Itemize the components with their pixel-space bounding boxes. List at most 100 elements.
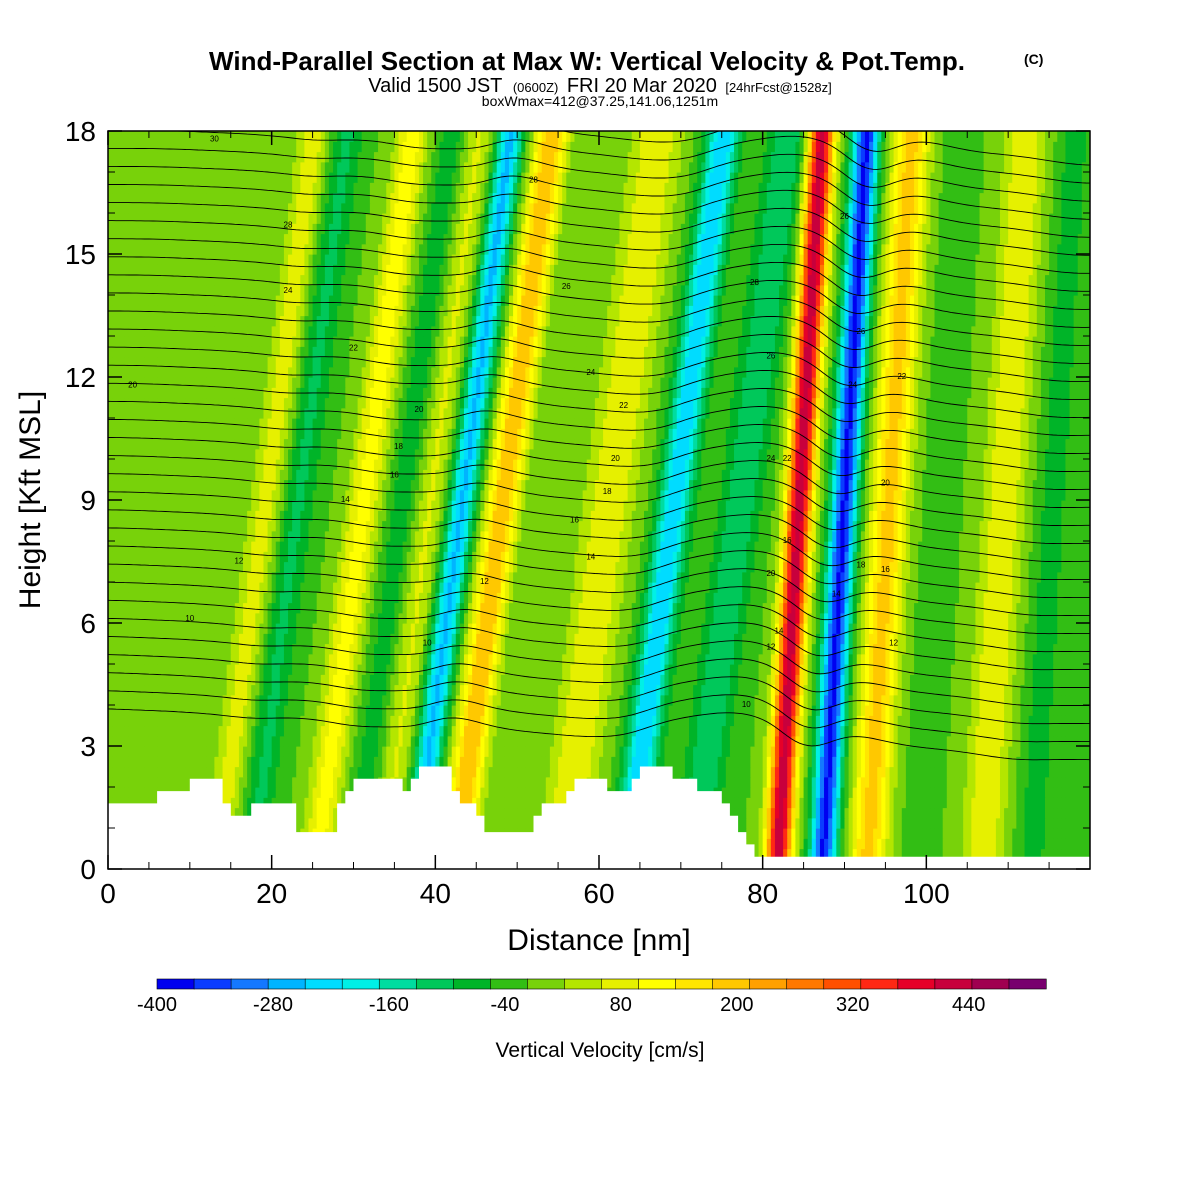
- field-cell: [656, 746, 661, 757]
- field-cell: [635, 756, 641, 768]
- field-cell: [108, 735, 113, 747]
- field-cell: [963, 735, 968, 747]
- field-cell: [779, 828, 784, 839]
- field-cell: [206, 664, 211, 675]
- field-cell: [193, 694, 199, 706]
- field-cell: [480, 766, 486, 778]
- field-cell: [693, 705, 698, 716]
- field-cell: [639, 694, 645, 706]
- field-cell: [288, 735, 293, 747]
- field-cell: [259, 766, 265, 778]
- field-cell: [275, 776, 281, 788]
- field-cell: [271, 705, 277, 716]
- field-cell: [660, 694, 666, 706]
- field-cell: [807, 838, 813, 850]
- field-cell: [1085, 746, 1090, 757]
- field-cell: [656, 684, 661, 696]
- field-cell: [930, 807, 936, 819]
- field-cell: [1081, 817, 1087, 829]
- field-cell: [410, 766, 416, 778]
- field-cell: [844, 797, 850, 809]
- field-cell: [787, 664, 792, 675]
- field-cell: [132, 776, 138, 788]
- field-cell: [938, 787, 944, 798]
- field-cell: [492, 756, 498, 768]
- field-cell: [619, 756, 625, 768]
- field-cell: [639, 735, 645, 747]
- field-cell: [238, 787, 244, 798]
- field-cell: [423, 735, 428, 747]
- field-cell: [946, 787, 952, 798]
- field-cell: [689, 735, 694, 747]
- field-cell: [607, 715, 612, 727]
- field-cell: [803, 797, 809, 809]
- field-cell: [693, 694, 698, 706]
- field-cell: [390, 653, 396, 665]
- field-cell: [1073, 705, 1079, 716]
- field-cell: [386, 756, 391, 768]
- field-cell: [247, 653, 252, 665]
- field-cell: [312, 756, 318, 768]
- field-cell: [267, 725, 273, 737]
- field-cell: [169, 766, 175, 778]
- field-cell: [230, 664, 236, 675]
- field-cell: [779, 838, 784, 850]
- field-cell: [1053, 797, 1058, 809]
- field-cell: [517, 807, 522, 819]
- field-cell: [909, 807, 915, 819]
- field-cell: [128, 735, 134, 747]
- field-cell: [566, 715, 571, 727]
- field-cell: [382, 756, 387, 768]
- field-cell: [468, 705, 473, 716]
- field-cell: [116, 766, 121, 778]
- field-cell: [525, 715, 531, 727]
- field-cell: [1020, 746, 1026, 757]
- field-cell: [500, 776, 506, 788]
- field-cell: [729, 776, 735, 788]
- field-cell: [656, 756, 661, 768]
- field-cell: [222, 756, 228, 768]
- field-cell: [1053, 807, 1058, 819]
- field-cell: [893, 828, 899, 839]
- field-cell: [275, 725, 281, 737]
- field-cell: [705, 756, 711, 768]
- field-cell: [304, 746, 310, 757]
- field-cell: [148, 746, 154, 757]
- field-cell: [590, 684, 596, 696]
- field-cell: [435, 746, 441, 757]
- field-cell: [1028, 694, 1034, 706]
- field-cell: [832, 787, 837, 798]
- field-cell: [934, 787, 940, 798]
- field-cell: [1004, 807, 1009, 819]
- field-cell: [1073, 776, 1079, 788]
- field-cell: [615, 684, 621, 696]
- field-cell: [930, 746, 936, 757]
- field-cell: [566, 694, 571, 706]
- field-cell: [954, 725, 960, 737]
- field-cell: [1081, 848, 1087, 860]
- field-cell: [263, 756, 269, 768]
- field-cell: [856, 735, 862, 747]
- field-cell: [594, 756, 600, 768]
- field-cell: [783, 776, 788, 788]
- field-cell: [869, 674, 874, 686]
- field-cell: [889, 807, 895, 819]
- field-cell: [627, 766, 633, 778]
- field-cell: [296, 664, 301, 675]
- field-cell: [1004, 725, 1009, 737]
- field-cell: [263, 684, 269, 696]
- field-cell: [909, 664, 915, 675]
- field-cell: [476, 674, 481, 686]
- field-cell: [173, 694, 179, 706]
- field-cell: [1040, 848, 1046, 860]
- field-cell: [856, 756, 862, 768]
- field-cell: [893, 756, 899, 768]
- field-cell: [414, 735, 420, 747]
- field-cell: [856, 653, 862, 665]
- field-cell: [713, 664, 719, 675]
- field-cell: [971, 766, 977, 778]
- field-cell: [238, 776, 244, 788]
- field-cell: [611, 653, 616, 665]
- field-cell: [459, 705, 465, 716]
- field-cell: [758, 817, 764, 829]
